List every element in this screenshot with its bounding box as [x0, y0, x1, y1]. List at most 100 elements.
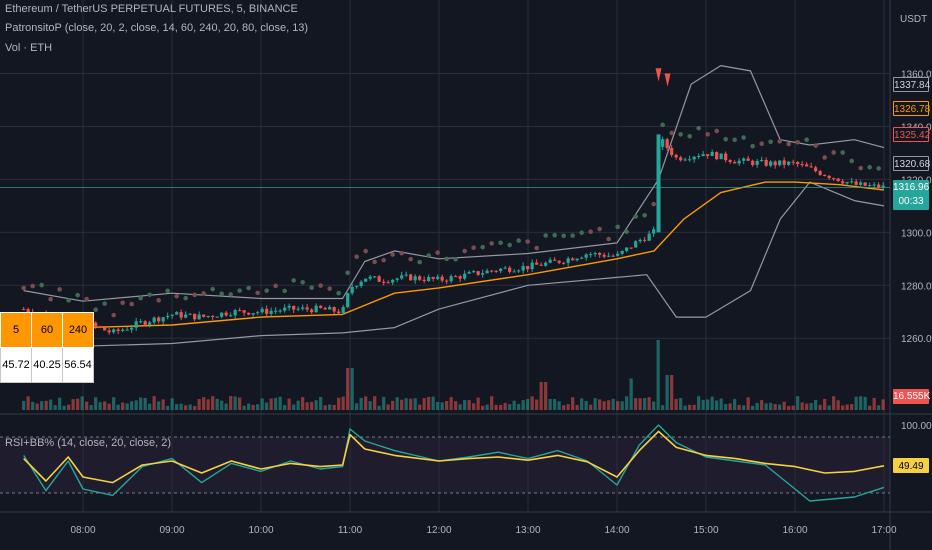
candle-body: [755, 161, 759, 165]
ma-tag: 1326.78: [893, 101, 930, 116]
candle-body: [202, 314, 206, 317]
candle-body: [490, 270, 494, 272]
candle-body: [355, 286, 359, 288]
symbol-title[interactable]: Ethereum / TetherUS PERPETUAL FUTURES, 5…: [5, 3, 298, 15]
indicator-dot: [516, 238, 521, 243]
volume-bar: [773, 404, 777, 410]
candle-body: [445, 280, 449, 282]
candle-body: [584, 254, 588, 258]
candle-body: [593, 253, 597, 255]
candle-body: [845, 182, 849, 184]
candle-body: [625, 247, 629, 251]
volume-bar: [184, 405, 188, 410]
volume-bar: [418, 404, 422, 410]
candle-body: [809, 166, 813, 168]
volume-bar: [85, 401, 89, 410]
volume-bar: [170, 398, 174, 410]
volume-bar: [769, 402, 773, 410]
candle-body: [733, 162, 737, 164]
candle-body: [319, 305, 323, 308]
candle-body: [314, 305, 318, 313]
rsi-value-tag: 49.49: [893, 458, 929, 473]
time-tick-label: 11:00: [338, 525, 363, 536]
time-tick-label: 15:00: [693, 525, 718, 536]
candle-body: [877, 184, 881, 188]
candle-body: [850, 181, 854, 183]
volume-bar: [827, 405, 831, 410]
price-tick-label: 1360.00: [901, 70, 932, 81]
rsi-legend[interactable]: RSI+BB% (14, close, 20, close, 2): [5, 437, 171, 449]
volume-legend[interactable]: Vol · ETH: [5, 42, 53, 54]
candle-body: [292, 305, 296, 310]
candle-body: [395, 278, 399, 280]
volume-bar: [854, 396, 858, 410]
volume-bar: [724, 404, 728, 410]
time-tick-label: 13:00: [515, 525, 540, 536]
volume-bar: [404, 398, 408, 410]
volume-bar: [265, 402, 269, 410]
indicator-dot: [714, 128, 719, 134]
volume-bar: [710, 396, 714, 410]
candle-body: [175, 312, 179, 315]
volume-bar: [526, 398, 530, 410]
indicator-dot: [561, 233, 566, 239]
volume-bar: [746, 397, 750, 410]
candle-body: [341, 307, 345, 314]
volume-bar: [436, 401, 440, 410]
volume-bar: [355, 403, 359, 410]
indicator-dot: [102, 301, 107, 306]
indicator-dot: [120, 300, 125, 306]
indicator-dot: [93, 307, 98, 313]
volume-bar: [395, 397, 399, 410]
candle-body: [832, 178, 836, 180]
candle-body: [166, 315, 170, 318]
volume-bar: [49, 399, 53, 410]
candle-body: [211, 315, 215, 317]
volume-bar: [863, 396, 867, 410]
volume-bar: [598, 399, 602, 410]
rsi-line: [23, 430, 885, 484]
indicator-dot: [768, 139, 773, 145]
indicator-dot: [75, 292, 80, 298]
indicator-dot: [651, 201, 656, 207]
volume-bar: [472, 403, 476, 410]
candle-body: [521, 266, 525, 271]
candle-body: [382, 281, 386, 283]
indicator-dot: [777, 139, 782, 144]
candle-body: [548, 259, 552, 263]
indicator-dot: [336, 290, 341, 296]
indicator-dot: [435, 250, 440, 255]
indicator-dot: [183, 295, 188, 301]
indicator-legend[interactable]: PatronsitoP (close, 20, 2, close, 14, 60…: [5, 22, 309, 34]
volume-bar: [40, 401, 44, 410]
candle-body: [566, 258, 570, 263]
indicator-dot: [318, 283, 323, 288]
volume-bar: [148, 403, 152, 410]
candle-body: [562, 262, 566, 264]
indicator-dot: [642, 212, 647, 218]
indicator-dot: [795, 139, 800, 145]
candle-body: [139, 321, 143, 323]
indicator-dot: [534, 245, 539, 251]
candle-body: [616, 253, 620, 256]
candle-body: [436, 276, 440, 279]
volume-bar: [499, 404, 503, 410]
time-tick-label: 08:00: [70, 525, 95, 536]
volume-bar: [224, 403, 228, 410]
volume-bar: [616, 401, 620, 410]
indicator-dot: [705, 132, 710, 137]
volume-bar: [818, 404, 822, 410]
volume-bar: [850, 404, 854, 410]
candle-body: [764, 159, 768, 166]
volume-bar: [517, 403, 521, 410]
candle-body: [476, 271, 480, 275]
volume-bar: [656, 340, 660, 410]
tf-value-5: 45.72: [0, 347, 32, 383]
volume-bar: [319, 396, 323, 410]
candle-body: [247, 312, 251, 315]
tf-header-240: 240: [62, 312, 94, 348]
volume-bar: [94, 397, 98, 410]
volume-bar: [220, 400, 224, 410]
indicator-dot: [327, 286, 332, 291]
